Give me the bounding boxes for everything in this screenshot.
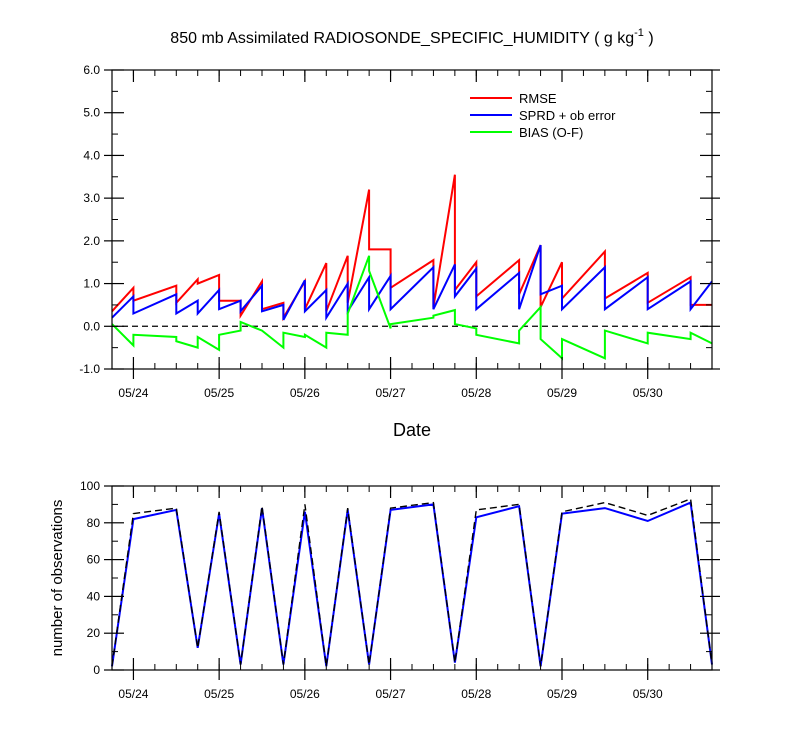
bottom-y-tick-label: 40 xyxy=(87,589,101,603)
top-y-tick-label: 5.0 xyxy=(83,106,100,120)
top-series-line-1 xyxy=(111,244,713,322)
bottom-y-tick-label: 0 xyxy=(93,663,100,677)
legend-label-sprd: SPRD + ob error xyxy=(519,108,616,123)
bottom-axes: 05/24 05/25 05/26 05/27 05/28 05/29 05/30 0 20 40… xyxy=(80,479,720,701)
legend: RMSE SPRD + ob error BIAS (O-F) xyxy=(470,91,616,140)
bottom-panel: 05/24 05/25 05/26 05/27 05/28 05/29 05/30 0 20 40… xyxy=(80,479,720,701)
bottom-x-tick-label: 05/24 xyxy=(118,687,148,701)
top-x-tick-label: 05/24 xyxy=(118,386,148,400)
bottom-x-tick-label: 05/27 xyxy=(376,687,406,701)
legend-label-bias: BIAS (O-F) xyxy=(519,125,583,140)
top-x-tick-label: 05/28 xyxy=(461,386,491,400)
chart-title: 850 mb Assimilated RADIOSONDE_SPECIFIC_H… xyxy=(170,27,653,47)
bottom-x-tick-label: 05/30 xyxy=(633,687,663,701)
top-y-tick-label: 3.0 xyxy=(83,191,100,205)
bottom-y-tick-label: 20 xyxy=(87,626,101,640)
top-panel: 05/24 05/25 05/26 05/27 05/28 05/29 05/30 -1.0 0… xyxy=(79,63,720,400)
y-axis-label-observations: number of observations xyxy=(49,500,66,657)
top-y-tick-label: 2.0 xyxy=(83,234,100,248)
bottom-x-tick-label: 05/26 xyxy=(290,687,320,701)
top-axes: 05/24 05/25 05/26 05/27 05/28 05/29 05/30 -1.0 0… xyxy=(79,63,720,400)
bottom-x-tick-label: 05/28 xyxy=(461,687,491,701)
bottom-y-tick-label: 60 xyxy=(87,553,101,567)
top-x-tick-label: 05/27 xyxy=(376,386,406,400)
bottom-y-tick-label: 100 xyxy=(80,479,100,493)
top-x-tick-label: 05/29 xyxy=(547,386,577,400)
bottom-x-tick-label: 05/25 xyxy=(204,687,234,701)
top-x-tick-label: 05/26 xyxy=(290,386,320,400)
bottom-series-lines xyxy=(111,497,713,667)
bottom-series-line-1 xyxy=(111,497,713,667)
top-y-tick-label: -1.0 xyxy=(79,362,100,376)
top-series-lines xyxy=(111,174,713,361)
top-x-tick-label: 05/25 xyxy=(204,386,234,400)
top-frame xyxy=(111,69,713,370)
top-series-line-2 xyxy=(111,255,713,361)
bottom-y-tick-label: 80 xyxy=(87,516,101,530)
top-y-tick-label: 0.0 xyxy=(83,319,100,333)
top-y-tick-label: 6.0 xyxy=(83,63,100,77)
top-y-tick-label: 4.0 xyxy=(83,148,100,162)
top-y-tick-label: 1.0 xyxy=(83,277,100,291)
top-x-tick-label: 05/30 xyxy=(633,386,663,400)
bottom-x-tick-label: 05/29 xyxy=(547,687,577,701)
x-axis-label: Date xyxy=(393,420,431,440)
legend-label-rmse: RMSE xyxy=(519,91,557,106)
bottom-series-line-0 xyxy=(111,501,713,667)
